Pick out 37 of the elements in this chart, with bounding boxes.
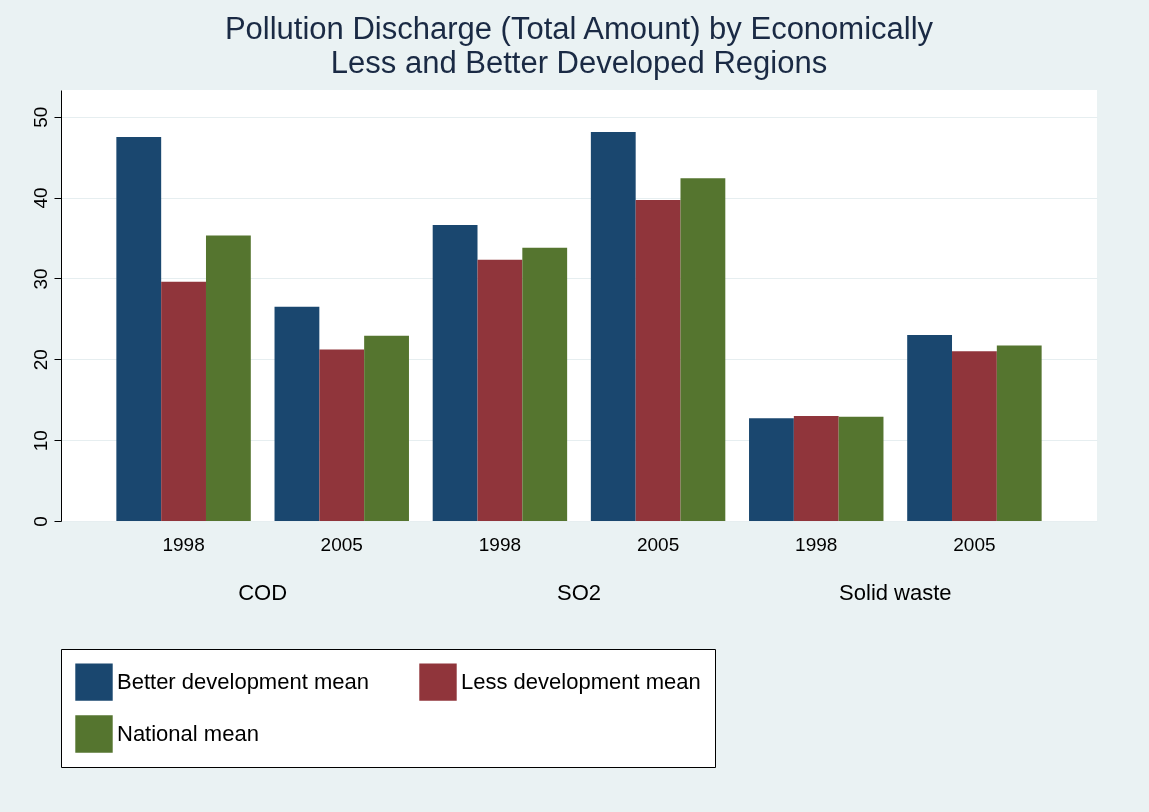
bar (161, 281, 206, 521)
bar (952, 351, 997, 521)
bar (907, 335, 953, 521)
y-tick-label: 50 (29, 106, 51, 128)
x-tick-label: 2005 (636, 533, 680, 555)
bar (205, 235, 251, 521)
bar (793, 415, 839, 521)
x-tick-label: 2005 (953, 533, 996, 555)
bar (274, 306, 320, 521)
x-tick-label: 1998 (478, 533, 522, 555)
text: COD (238, 580, 288, 605)
bar (680, 178, 726, 521)
bar (477, 259, 523, 521)
bar (364, 335, 409, 521)
bar (590, 132, 636, 521)
bar (116, 136, 162, 521)
y-tick-label: 0 (29, 516, 51, 527)
legend-label: Better development mean (117, 669, 369, 695)
bar (635, 199, 681, 521)
x-tick-label: 2005 (320, 533, 363, 555)
chart-title: Pollution Discharge (Total Amount) by Economically Less and Better Developed Regions (224, 11, 934, 80)
x-tick-label: 1998 (795, 533, 838, 555)
text: Solid waste (839, 580, 952, 605)
x-tick-label: 1998 (162, 533, 205, 555)
y-tick-label: 20 (29, 349, 51, 371)
bar (749, 418, 794, 521)
bar (432, 225, 478, 521)
y-tick-label: 30 (29, 268, 51, 290)
y-tick-label: 10 (29, 430, 51, 452)
y-tick-label: 40 (29, 187, 51, 209)
bar (996, 345, 1042, 521)
text: SO2 (556, 580, 602, 605)
bar (522, 247, 568, 521)
legend-label: National mean (117, 721, 259, 746)
bar (838, 416, 884, 521)
legend-label: Less development mean (461, 669, 701, 695)
bar (319, 349, 365, 521)
